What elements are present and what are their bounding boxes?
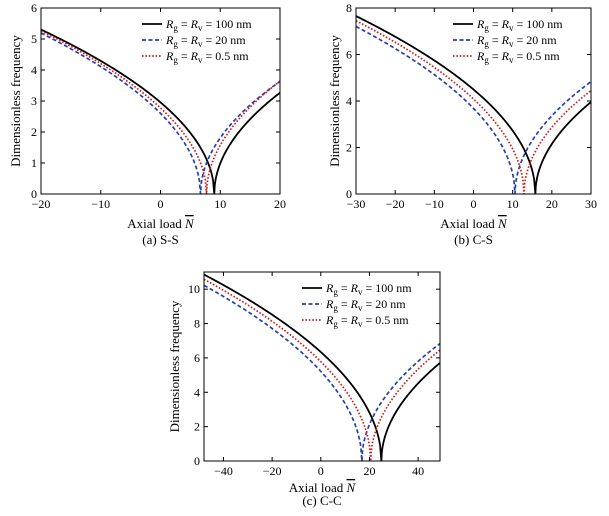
y-tick-label: 10 [188, 282, 200, 296]
chart-c: −40 −20 0 20 40 0 2 4 6 8 10 Axial load N Dimensionl… [167, 271, 441, 508]
legend-entry: Rg = Rv = 100 nm [476, 17, 563, 33]
x-tick-label: 10 [214, 197, 226, 211]
figure-caption: (c) C-C [302, 493, 341, 508]
y-tick-label: 2 [31, 125, 37, 139]
x-tick-label: 0 [471, 197, 477, 211]
x-tick-label: 0 [158, 197, 164, 211]
x-tick-label: 0 [318, 464, 324, 478]
x-tick-label: 40 [412, 464, 424, 478]
series-line-3 [356, 19, 591, 194]
x-tick-label: −40 [214, 464, 233, 478]
chart-a: −20 −10 0 10 20 0 1 2 3 4 5 6 Axial load N Dimensionl… [8, 1, 286, 247]
x-tick-label: −20 [32, 197, 51, 211]
series-group [41, 28, 280, 194]
y-tick-label: 0 [346, 187, 352, 201]
series-line-2 [356, 25, 591, 194]
series-line-3 [204, 278, 440, 461]
y-axis-label: Dimensionless frequency [167, 300, 182, 432]
chart-b: −30 −20 −10 0 10 20 30 0 2 4 6 8 Axial load N Dimensi… [327, 1, 597, 247]
legend-entry: Rg = Rv = 0.5 nm [325, 313, 409, 329]
x-tick-label: 30 [585, 197, 597, 211]
y-tick-label: 4 [31, 63, 37, 77]
x-axis-label: Axial load N [127, 216, 195, 231]
series-line-2 [41, 32, 280, 194]
y-tick-label: 8 [346, 1, 352, 15]
legend-entry: Rg = Rv = 20 nm [476, 33, 557, 49]
x-axis-label: Axial load N [440, 216, 508, 231]
series-group [356, 15, 591, 194]
y-tick-label: 0 [31, 187, 37, 201]
y-tick-label: 6 [346, 48, 352, 62]
series-line-1 [41, 28, 280, 194]
legend-entry: Rg = Rv = 0.5 nm [476, 49, 560, 65]
x-tick-label: 20 [274, 197, 286, 211]
series-line-1 [356, 15, 591, 194]
x-axis-label: Axial load N [289, 480, 357, 495]
x-tick-label: 20 [546, 197, 558, 211]
y-tick-label: 0 [194, 454, 200, 468]
series-line-1 [204, 273, 440, 461]
figure-caption: (b) C-S [454, 232, 493, 247]
y-tick-label: 5 [31, 32, 37, 46]
y-tick-label: 6 [194, 351, 200, 365]
legend-entry: Rg = Rv = 20 nm [165, 33, 246, 49]
x-tick-label: 20 [363, 464, 375, 478]
x-tick-label: −10 [91, 197, 110, 211]
y-tick-label: 4 [346, 94, 352, 108]
series-group [204, 273, 440, 461]
y-axis-label: Dimensionless frequency [327, 35, 342, 167]
y-tick-label: 8 [194, 317, 200, 331]
x-tick-label: 10 [507, 197, 519, 211]
y-tick-label: 3 [31, 94, 37, 108]
x-tick-label: −20 [263, 464, 282, 478]
y-axis-label: Dimensionless frequency [8, 35, 23, 167]
x-tick-label: −10 [425, 197, 444, 211]
legend-entry: Rg = Rv = 100 nm [165, 17, 252, 33]
y-tick-label: 6 [31, 1, 37, 15]
series-line-2 [204, 284, 440, 461]
y-tick-label: 2 [194, 420, 200, 434]
series-line-3 [41, 30, 280, 194]
y-tick-label: 2 [346, 141, 352, 155]
x-tick-label: −20 [386, 197, 405, 211]
legend-entry: Rg = Rv = 0.5 nm [165, 49, 249, 65]
y-tick-label: 4 [194, 385, 200, 399]
figure-caption: (a) S-S [142, 232, 178, 247]
plot-frame [203, 271, 441, 462]
y-tick-label: 1 [31, 156, 37, 170]
x-tick-label: −30 [347, 197, 366, 211]
legend-entry: Rg = Rv = 100 nm [325, 281, 412, 297]
legend-entry: Rg = Rv = 20 nm [325, 297, 406, 313]
